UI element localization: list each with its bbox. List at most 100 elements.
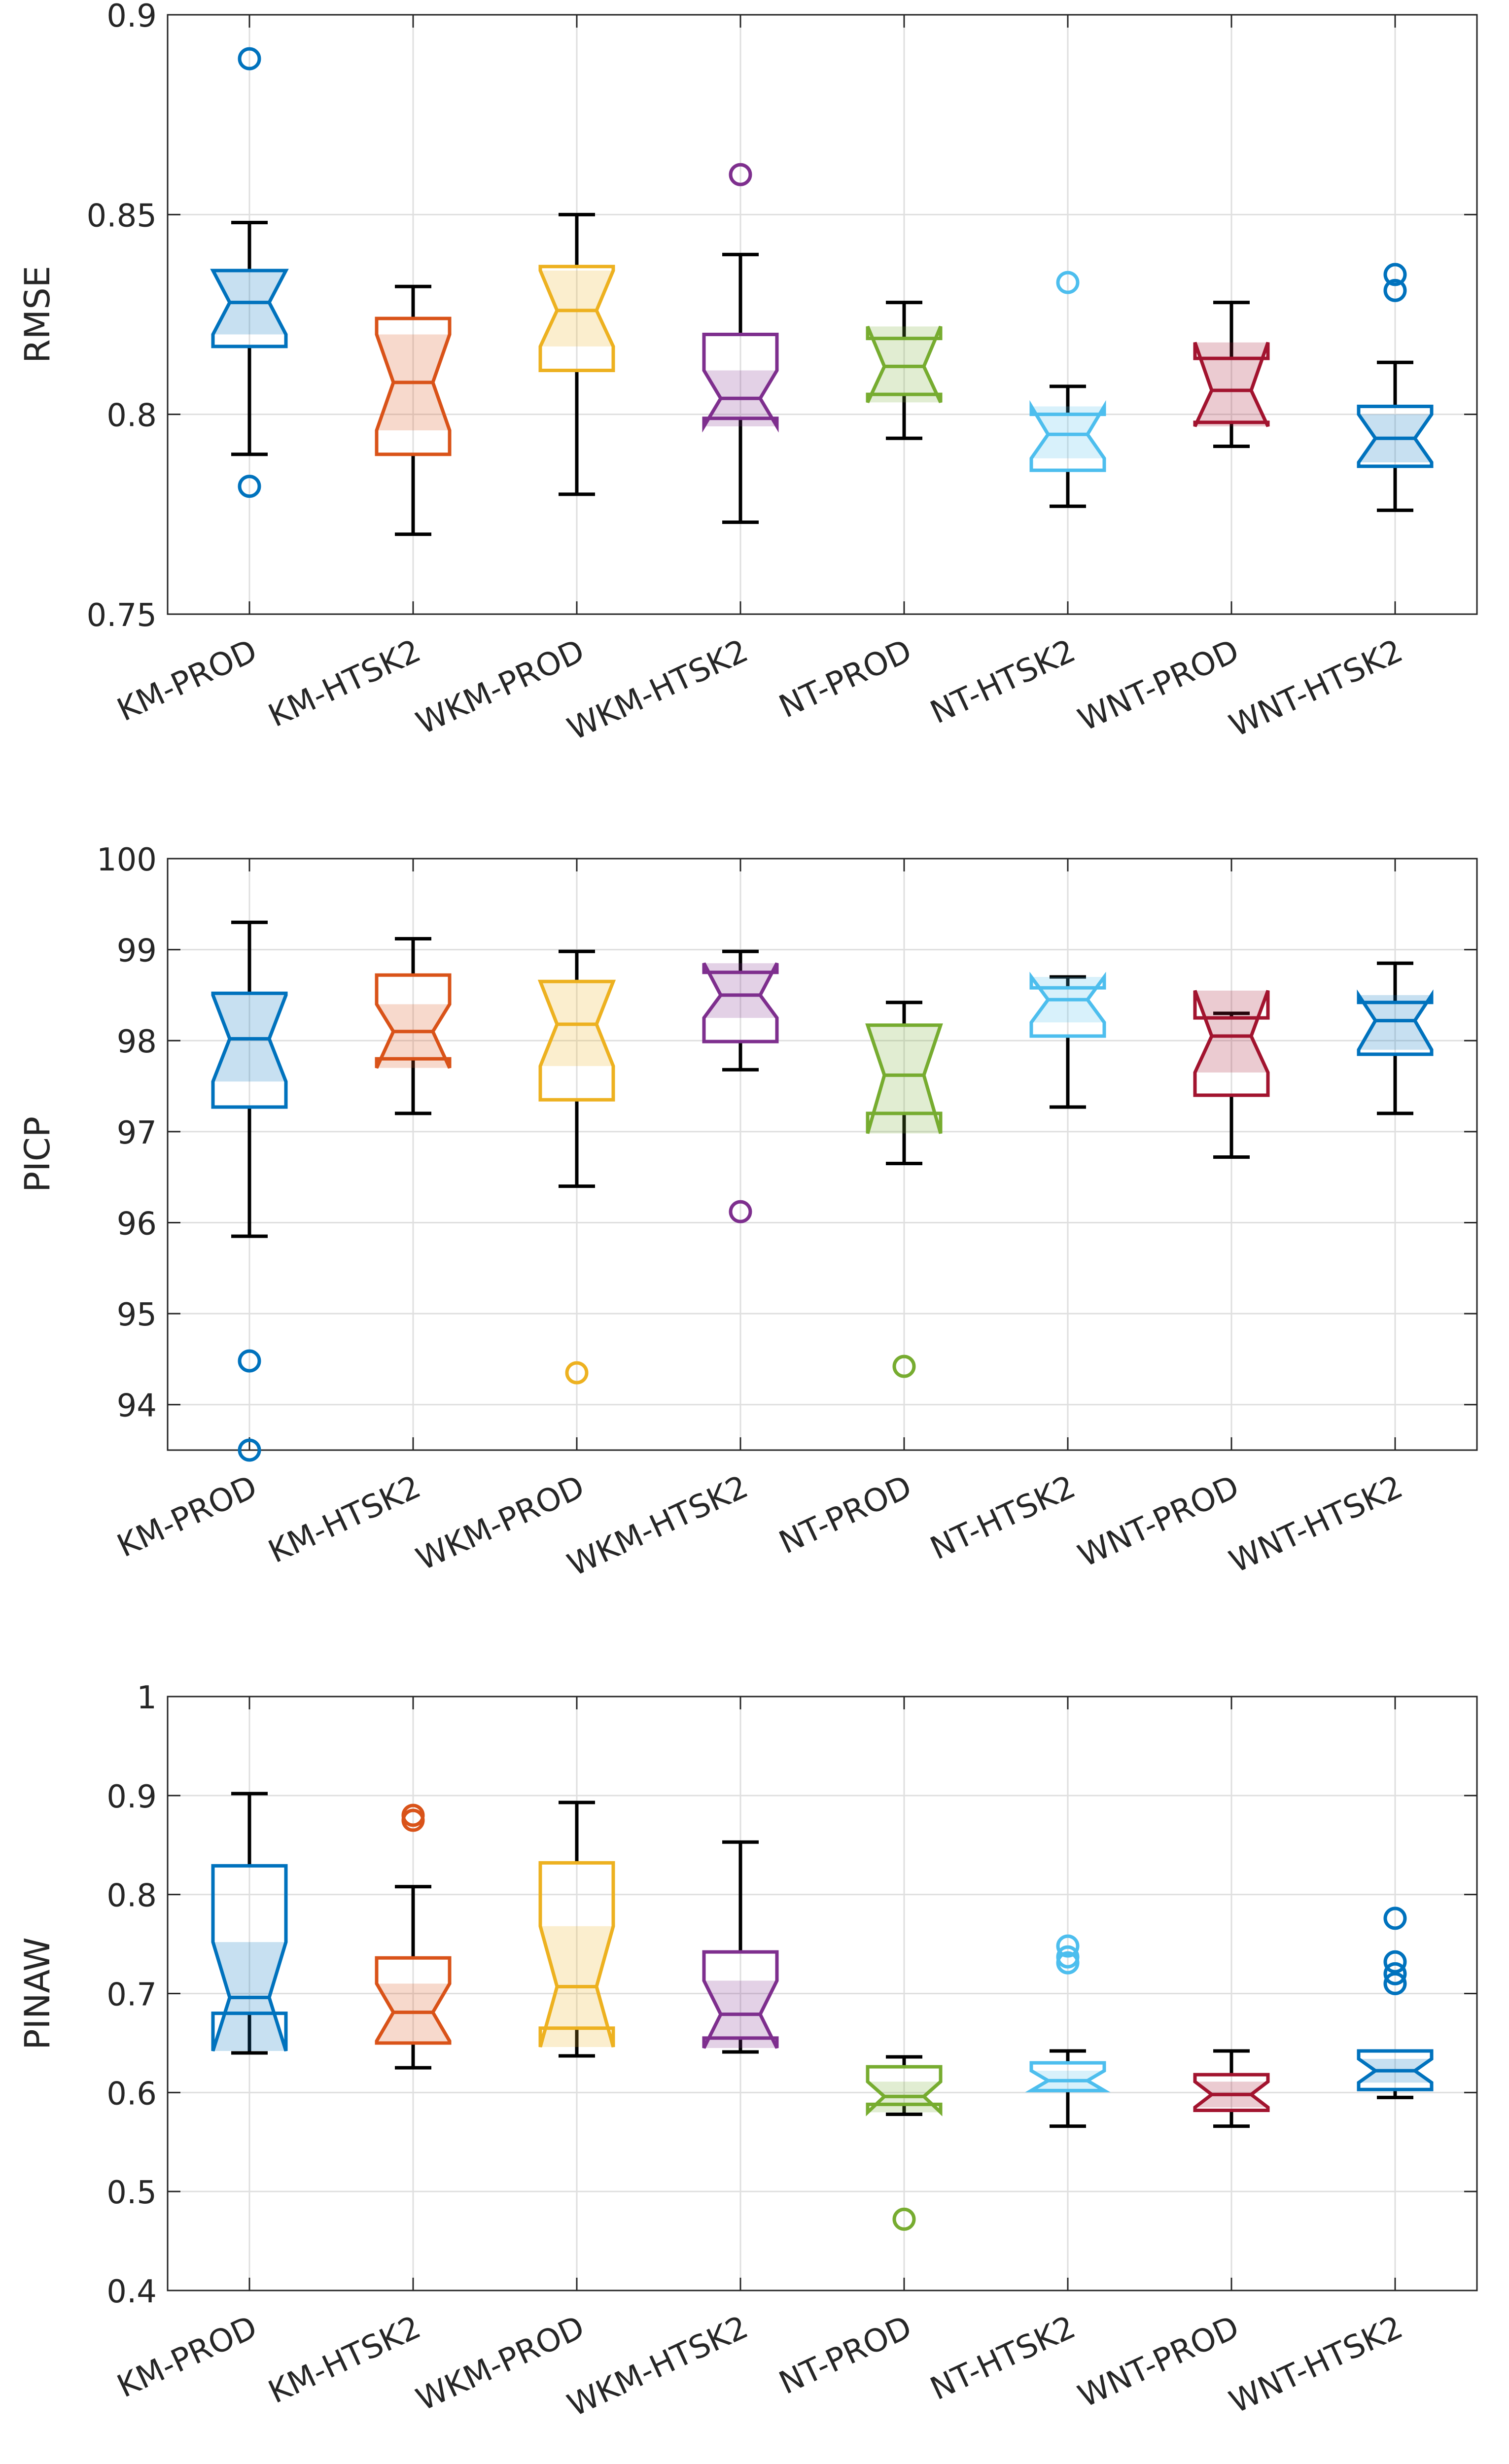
pinaw-box-wnt-htsk2-outlier [1383,1950,1407,1974]
rmse-box-wnt-htsk2-box-outline [1357,404,1434,468]
picp-box-wkm-htsk2-box-outline [702,962,779,1043]
picp-box-wkm-htsk2-outlier [729,1200,752,1223]
pinaw-box-nt-htsk2-outlier [1056,1945,1080,1969]
rmse-box-km-prod-outlier [238,475,261,498]
rmse-box-nt-htsk2 [1029,271,1106,508]
picp-box-wnt-prod [1193,990,1270,1159]
rmse-box-nt-htsk2-notch-band [1031,406,1104,458]
rmse-box-wnt-htsk2-outlier [1383,263,1407,286]
pinaw-ytick-label: 0.8 [106,1878,157,1914]
picp-axes-frame [167,858,1478,1451]
picp-box-nt-prod-outlier [892,1354,916,1378]
picp-box-wnt-htsk2-box-outline [1357,989,1434,1056]
rmse-box-nt-prod [866,301,943,440]
picp-box-km-prod-box-outline [211,991,288,1109]
picp-ytick-label: 95 [117,1297,157,1333]
pinaw-ytick-label: 0.9 [106,1779,157,1815]
pinaw-ylabel: PINAW [17,1937,58,2050]
rmse-box-km-htsk2 [375,284,452,536]
rmse-box-wnt-htsk2-outlier [1383,278,1407,302]
picp-box-km-htsk2 [375,937,452,1115]
pinaw-box-nt-htsk2-outlier [1056,1934,1080,1958]
rmse-box-nt-prod-notch-band [868,326,941,403]
picp-ytick-label: 96 [117,1206,157,1242]
rmse-ytick-label: 0.85 [87,198,157,234]
rmse-box-km-prod-outlier [238,47,261,70]
pinaw-box-nt-htsk2-box-outline [1025,2061,1111,2092]
picp-box-nt-prod-notch-band [868,1025,941,1134]
picp-box-nt-prod-box-outline [865,1023,943,1134]
picp-box-km-htsk2-notch-band [377,1004,450,1068]
rmse-box-wkm-htsk2-box-outline [702,333,779,433]
pinaw-ytick-label: 0.5 [106,2175,157,2211]
pinaw-box-nt-prod-outlier [892,2207,916,2231]
rmse-box-nt-htsk2-outlier [1056,271,1080,294]
picp-box-km-htsk2-box-outline [375,973,452,1069]
picp-ylabel: PICP [17,1116,58,1192]
picp-ytick-label: 99 [117,933,157,970]
rmse-box-wkm-prod [538,212,615,496]
picp-ytick-label: 100 [97,842,157,878]
rmse-axes-frame [167,14,1478,615]
pinaw-ytick-label: 0.6 [106,2076,157,2112]
rmse-ylabel: RMSE [17,266,58,363]
picp-box-wnt-prod-box-outline [1193,990,1270,1097]
rmse-ytick-label: 0.8 [106,398,157,434]
pinaw-box-nt-prod [866,2055,943,2231]
pinaw-box-wkm-htsk2-box-outline [702,1950,779,2049]
picp-box-wkm-prod-outlier [565,1361,589,1385]
pinaw-box-km-htsk2 [375,1804,452,2070]
picp-ytick-label: 97 [117,1115,157,1151]
rmse-box-wkm-prod-notch-band [540,270,613,347]
picp-box-wkm-prod-box-outline [537,979,616,1102]
rmse-box-wkm-htsk2 [702,163,779,524]
pinaw-box-nt-prod-box-outline [866,2065,943,2117]
picp-box-km-prod-outlier [238,1349,261,1373]
picp-box-wkm-htsk2-notch-band [704,963,777,1018]
pinaw-box-wnt-htsk2-box-outline [1357,2049,1434,2091]
pinaw-box-km-prod [211,1792,288,2055]
rmse-ytick-label: 0.75 [87,597,157,634]
picp-ytick-label: 94 [117,1388,157,1424]
rmse-box-wnt-prod-notch-band [1195,342,1268,426]
rmse-box-wkm-prod-box-outline [538,265,615,372]
pinaw-box-wkm-prod [538,1801,615,2058]
picp-box-wkm-prod [537,949,616,1385]
picp-box-wnt-prod-notch-band [1195,990,1268,1073]
rmse-box-km-prod-box-outline [210,269,289,348]
pinaw-box-km-htsk2-box-outline [375,1956,452,2045]
pinaw-box-wkm-htsk2 [702,1840,779,2054]
picp-box-nt-prod [865,1001,943,1378]
rmse-box-nt-htsk2-box-outline [1029,400,1106,472]
pinaw-box-km-htsk2-outlier [401,1804,425,1827]
pinaw-box-wnt-htsk2-outlier [1383,1962,1407,1985]
pinaw-box-wnt-htsk2 [1357,1907,1434,2099]
picp-box-wkm-htsk2 [702,949,779,1223]
pinaw-box-wnt-htsk2-outlier [1383,1972,1407,1995]
rmse-box-wkm-htsk2-outlier [729,163,752,186]
rmse-box-wnt-prod [1193,301,1270,449]
rmse-box-nt-prod-box-outline [866,325,943,403]
picp-box-wnt-htsk2-notch-band [1359,995,1432,1050]
rmse-box-wnt-prod-box-outline [1193,342,1270,427]
rmse-box-wnt-htsk2 [1357,263,1434,512]
rmse-box-km-prod [210,47,289,498]
rmse-ytick-label: 0.9 [106,0,157,35]
rmse-box-km-htsk2-box-outline [375,316,452,456]
pinaw-box-wnt-prod-box-outline [1193,2073,1270,2112]
pinaw-box-wnt-prod [1193,2049,1270,2128]
pinaw-ytick-label: 0.7 [106,1977,157,2013]
picp-box-wnt-htsk2 [1357,961,1434,1115]
pinaw-box-km-prod-box-outline [211,1864,288,2052]
pinaw-box-wkm-prod-box-outline [538,1861,615,2048]
pinaw-ytick-label: 1 [137,1680,157,1716]
picp-box-km-prod-outlier [238,1438,261,1462]
pinaw-ytick-label: 0.4 [106,2274,157,2310]
picp-box-nt-htsk2 [1029,972,1106,1109]
pinaw-box-wnt-htsk2-outlier [1383,1907,1407,1930]
picp-box-nt-htsk2-box-outline [1029,972,1106,1038]
picp-ytick-label: 98 [117,1024,157,1060]
pinaw-box-nt-htsk2 [1025,1934,1111,2128]
picp-box-km-prod [211,920,288,1462]
